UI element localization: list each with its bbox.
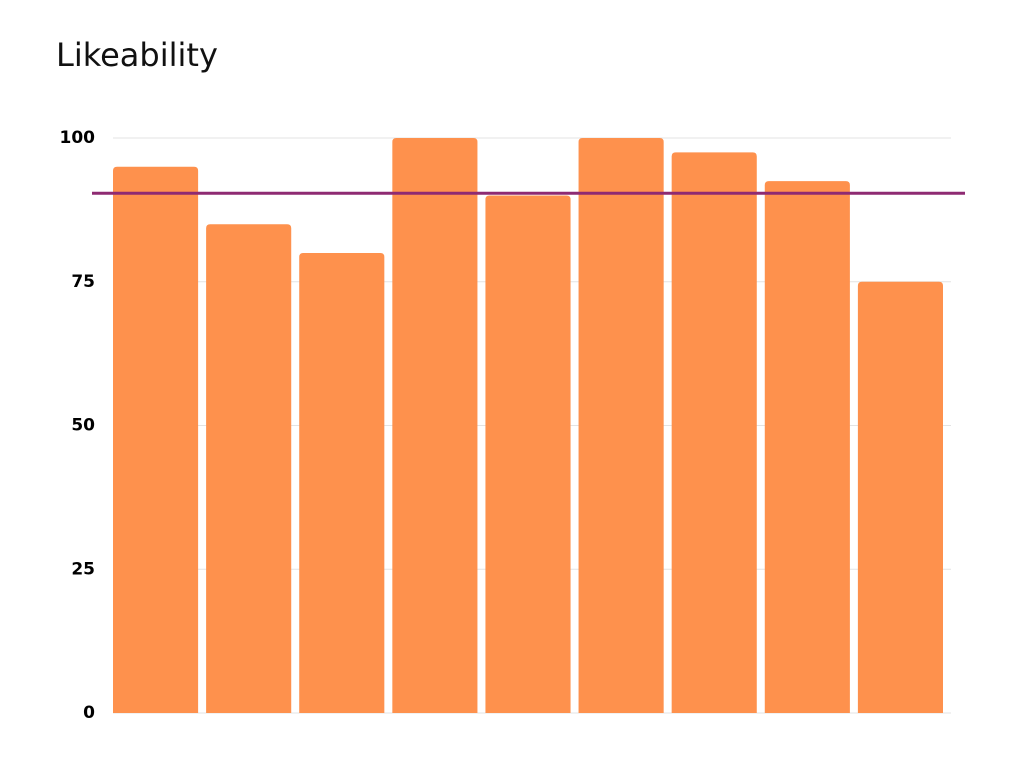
y-tick-label: 50 (71, 416, 95, 436)
bar (299, 253, 385, 713)
y-tick-label: 0 (83, 703, 95, 723)
bar (206, 224, 292, 713)
y-tick-label: 75 (71, 272, 95, 292)
bar (764, 181, 850, 713)
bar (857, 281, 943, 713)
bar (485, 195, 571, 713)
y-tick-label: 25 (71, 559, 95, 579)
y-tick-label: 100 (60, 128, 96, 148)
bar (113, 166, 199, 713)
bar (392, 138, 478, 713)
bar (671, 152, 757, 713)
chart-title: Likeability (56, 36, 218, 74)
bar (578, 138, 664, 713)
